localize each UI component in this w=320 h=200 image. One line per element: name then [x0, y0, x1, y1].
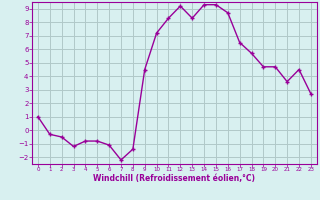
- X-axis label: Windchill (Refroidissement éolien,°C): Windchill (Refroidissement éolien,°C): [93, 174, 255, 183]
